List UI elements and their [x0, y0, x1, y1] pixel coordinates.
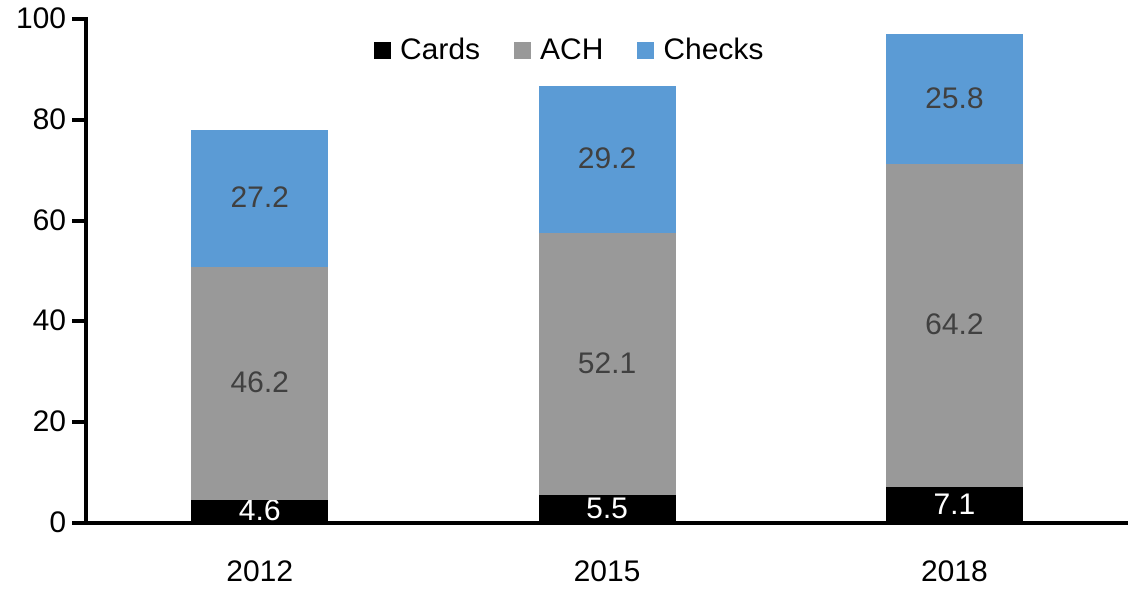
- x-axis-label-2018: 2018: [920, 555, 988, 588]
- bar-segment-ach-2012: [191, 266, 329, 500]
- y-axis-tick: [72, 17, 86, 21]
- y-axis-tick-label: 20: [32, 405, 66, 439]
- y-axis-line: [84, 17, 88, 525]
- y-axis-tick: [72, 420, 86, 425]
- legend-swatch-checks-icon: [637, 41, 655, 59]
- bar-segment-checks-2018: [885, 33, 1023, 164]
- y-axis-tick-label: 60: [32, 203, 66, 237]
- legend: Cards ACH Checks: [374, 34, 763, 66]
- bar-segment-cards-2012: [191, 499, 329, 523]
- bar-segment-cards-2015: [538, 495, 676, 523]
- y-axis-tick: [72, 117, 86, 122]
- legend-label-ach: ACH: [540, 33, 604, 66]
- bar-segment-ach-2018: [885, 163, 1023, 488]
- y-axis-tick-label: 40: [32, 304, 66, 338]
- legend-item-checks: Checks: [637, 34, 763, 66]
- y-axis-tick-label: 80: [32, 102, 66, 136]
- legend-swatch-cards-icon: [374, 41, 391, 59]
- bar-label-ach-2018: 64.2: [925, 308, 984, 342]
- y-axis-tick: [72, 319, 86, 324]
- bar-label-cards-2012: 4.6: [238, 494, 281, 528]
- y-axis-tick: [72, 521, 86, 525]
- bar-segment-checks-2015: [538, 85, 676, 233]
- bar-segment-cards-2018: [885, 487, 1023, 523]
- bar-label-checks-2018: 25.8: [925, 81, 984, 115]
- bar-label-cards-2015: 5.5: [586, 492, 628, 526]
- y-axis-tick-label: 0: [49, 506, 66, 539]
- bar-label-checks-2015: 29.2: [577, 142, 637, 176]
- bar-segment-checks-2012: [191, 129, 329, 267]
- bar-label-ach-2012: 46.2: [230, 366, 289, 400]
- bar-label-ach-2015: 52.1: [577, 346, 637, 380]
- legend-swatch-ach-icon: [514, 41, 532, 59]
- legend-label-checks: Checks: [663, 33, 764, 66]
- bar-label-cards-2018: 7.1: [933, 488, 976, 522]
- y-axis-tick-label: 100: [15, 2, 66, 35]
- x-axis-line: [84, 521, 1128, 525]
- bar-label-checks-2012: 27.2: [230, 181, 289, 215]
- x-axis-label-2012: 2012: [226, 555, 294, 588]
- x-axis-label-2015: 2015: [573, 555, 641, 588]
- bar-segment-ach-2015: [538, 232, 676, 496]
- y-axis-tick: [72, 218, 86, 223]
- legend-item-ach: ACH: [514, 34, 603, 66]
- legend-item-cards: Cards: [374, 34, 480, 66]
- legend-label-cards: Cards: [400, 33, 481, 66]
